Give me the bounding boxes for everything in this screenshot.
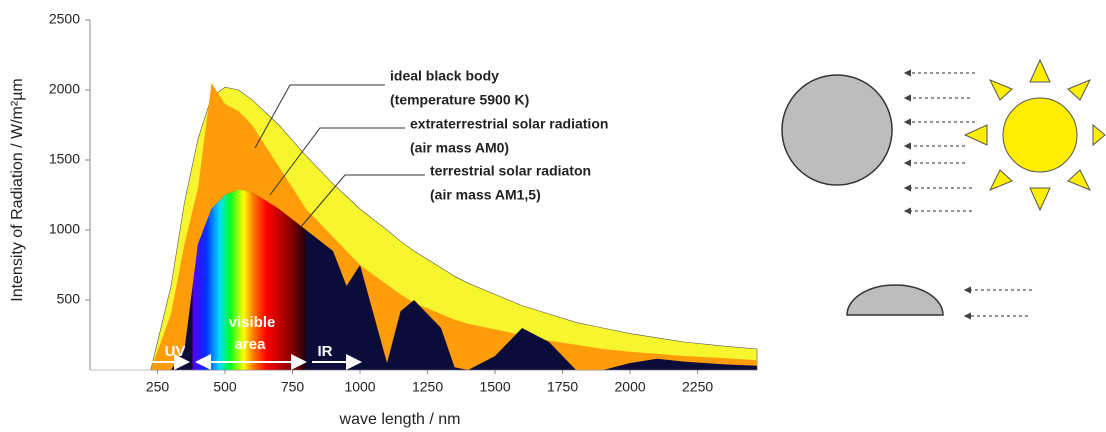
annotation: extraterrestrial solar radiation — [410, 116, 608, 132]
y-axis-title: Intensity of Radiation / W/m²µm — [9, 78, 26, 302]
x-tick-label: 2000 — [615, 379, 646, 395]
sun — [963, 58, 1106, 212]
visible-spectrum — [192, 189, 307, 370]
x-tick-label: 1000 — [344, 379, 375, 395]
x-tick-label: 500 — [213, 379, 237, 395]
region-label: IR — [318, 343, 333, 360]
region-label: UV — [165, 343, 186, 360]
y-tick-label: 2500 — [49, 11, 80, 27]
y-tick-label: 500 — [57, 291, 81, 307]
x-tick-label: 1750 — [547, 379, 578, 395]
plot — [150, 83, 758, 371]
dome — [846, 284, 944, 316]
annotation: terrestrial solar radiaton — [430, 163, 591, 179]
annotation: (air mass AM0) — [410, 140, 509, 156]
region-label: area — [235, 336, 267, 353]
annotation: (temperature 5900 K) — [390, 92, 529, 108]
x-tick-label: 1500 — [479, 379, 510, 395]
x-tick-label: 1250 — [412, 379, 443, 395]
annotation: (air mass AM1,5) — [430, 187, 541, 203]
rays — [903, 69, 1032, 320]
y-tick-label: 1500 — [49, 151, 80, 167]
leader-line — [299, 174, 425, 229]
leader-line — [269, 127, 405, 196]
x-tick-label: 750 — [281, 379, 305, 395]
annotation: ideal black body — [390, 68, 499, 84]
illustration — [781, 58, 1106, 320]
region-label: visible — [229, 314, 276, 331]
y-tick-label: 1000 — [49, 221, 80, 237]
y-tick-label: 2000 — [49, 81, 80, 97]
leader-line — [254, 84, 385, 149]
planet — [781, 74, 893, 186]
x-tick-label: 2250 — [682, 379, 713, 395]
x-tick-label: 250 — [146, 379, 170, 395]
leader-lines — [254, 84, 425, 229]
x-axis-title: wave length / nm — [339, 411, 461, 428]
